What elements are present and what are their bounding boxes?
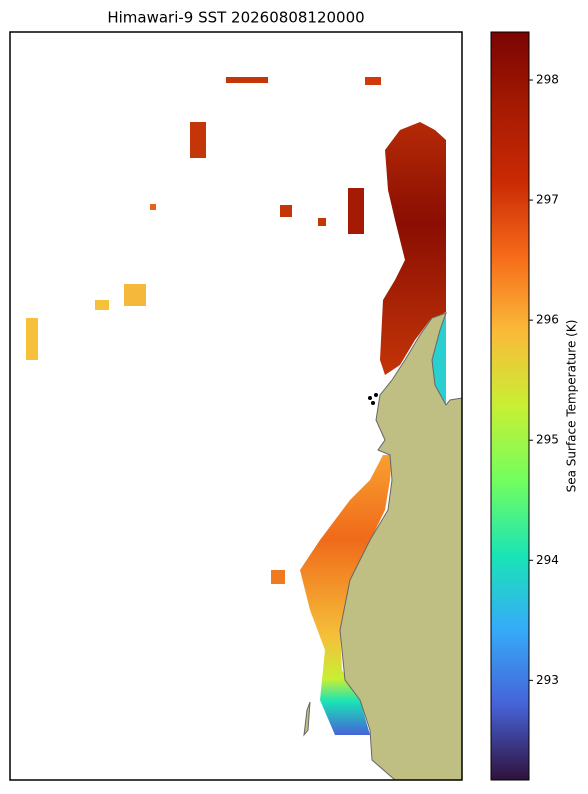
sst-patch bbox=[26, 318, 38, 360]
map-frame bbox=[9, 31, 463, 781]
land bbox=[339, 312, 462, 780]
sst-patch bbox=[226, 77, 268, 83]
colorbar-tick-label: 293 bbox=[536, 673, 559, 687]
colorbar-tick-label: 295 bbox=[536, 433, 559, 447]
colorbar-tick-label: 294 bbox=[536, 553, 559, 567]
sst-patch bbox=[124, 284, 146, 306]
sst-patch bbox=[95, 300, 109, 310]
colorbar-tick-label: 298 bbox=[536, 73, 559, 87]
colorbar-tick-label: 296 bbox=[536, 313, 559, 327]
colorbar bbox=[490, 31, 530, 781]
sst-north bbox=[380, 122, 446, 375]
colorbar-label: Sea Surface Temperature (K) bbox=[565, 320, 579, 493]
map-title: Himawari-9 SST 20260808120000 bbox=[107, 9, 364, 27]
sst-patch bbox=[280, 205, 292, 217]
map bbox=[26, 77, 462, 780]
sst-patch bbox=[150, 204, 156, 210]
sst-patch bbox=[271, 570, 285, 584]
island bbox=[303, 701, 311, 737]
sst-patch bbox=[190, 122, 206, 158]
sst-patch bbox=[365, 77, 381, 85]
sst-patch bbox=[348, 188, 364, 234]
island-dots bbox=[368, 393, 378, 405]
sst-patch bbox=[318, 218, 326, 226]
sst-south bbox=[300, 455, 392, 735]
colorbar-tick-label: 297 bbox=[536, 193, 559, 207]
